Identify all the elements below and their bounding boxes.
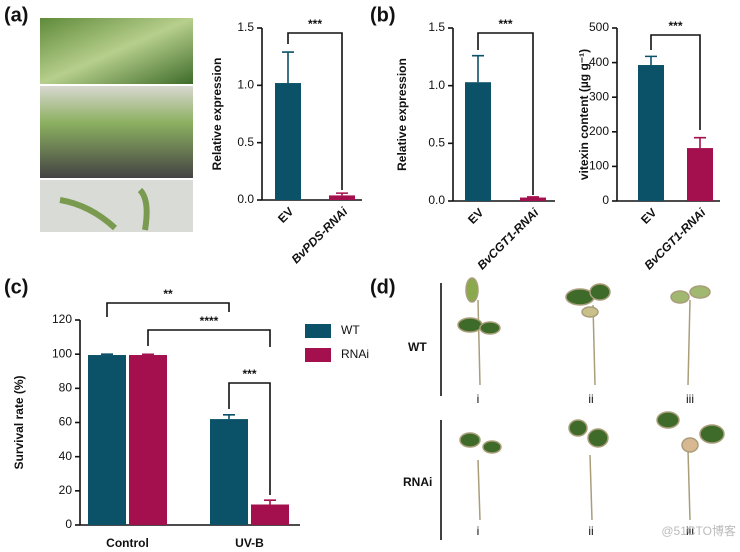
significance-bracket	[477, 32, 534, 195]
watermark: @51CTO博客	[661, 523, 736, 538]
y-axis-label: Relative expression	[395, 58, 409, 171]
y-tick-label: 60	[59, 415, 73, 429]
error-bar	[527, 196, 539, 198]
bar	[88, 355, 126, 525]
bar	[210, 419, 248, 525]
y-axis-label: vitexin content (µg g⁻¹)	[577, 49, 591, 180]
bar	[638, 65, 664, 201]
error-bar	[645, 55, 657, 66]
significance-bracket	[650, 34, 701, 130]
y-axis-label: Survival rate (%)	[12, 375, 26, 469]
error-bar	[472, 54, 484, 83]
legend-label: RNAi	[341, 347, 369, 361]
significance-label: ***	[308, 17, 322, 31]
bar	[465, 82, 491, 201]
legend-label: WT	[341, 323, 360, 337]
y-tick-label: 500	[589, 20, 609, 34]
col-label: iii	[686, 524, 694, 538]
y-tick-label: 1.5	[237, 20, 254, 34]
y-tick-label: 1.5	[428, 20, 445, 34]
col-label: i	[477, 524, 480, 538]
y-tick-label: 1.0	[428, 78, 445, 92]
y-tick-label: 0.0	[428, 193, 445, 207]
x-tick-label: Control	[106, 536, 149, 550]
panel-label: (c)	[4, 276, 28, 298]
significance-bracket	[106, 302, 230, 317]
significance-bracket	[287, 32, 343, 190]
y-tick-label: 0	[602, 193, 609, 207]
bar	[275, 83, 301, 200]
bar	[129, 355, 167, 525]
col-label: iii	[686, 392, 694, 406]
x-tick-label: BvPDS-RNAi	[289, 204, 351, 266]
col-label: i	[477, 392, 480, 406]
y-tick-label: 80	[59, 381, 73, 395]
y-tick-label: 1.0	[237, 78, 254, 92]
plant-sketches	[457, 277, 725, 521]
legend-swatch	[305, 324, 331, 338]
significance-label: **	[163, 287, 173, 301]
y-tick-label: 0.5	[428, 136, 445, 150]
significance-label: ****	[200, 314, 219, 328]
x-tick-label: UV-B	[235, 536, 264, 550]
y-tick-label: 120	[52, 312, 72, 326]
row-label: RNAi	[403, 475, 432, 489]
leaf	[59, 187, 150, 231]
error-bar	[142, 353, 154, 356]
y-tick-label: 300	[589, 89, 609, 103]
y-tick-label: 0.5	[237, 135, 254, 149]
error-bar	[282, 51, 294, 84]
bar	[687, 148, 713, 201]
y-tick-label: 100	[589, 159, 609, 173]
error-bar	[264, 499, 276, 505]
y-tick-label: 0	[65, 517, 72, 531]
bar	[251, 504, 289, 525]
error-bar	[336, 192, 348, 196]
y-tick-label: 0.0	[237, 192, 254, 206]
bar	[520, 197, 546, 201]
col-label: ii	[588, 524, 593, 538]
y-tick-label: 20	[59, 483, 73, 497]
y-tick-label: 400	[589, 55, 609, 69]
error-bar	[101, 353, 113, 356]
significance-label: ***	[498, 17, 512, 31]
y-axis-label: Relative expression	[210, 58, 224, 171]
error-bar	[223, 414, 235, 420]
y-tick-label: 100	[52, 346, 72, 360]
photo	[40, 18, 193, 84]
significance-bracket	[147, 329, 271, 347]
y-tick-label: 200	[589, 124, 609, 138]
error-bar	[694, 136, 706, 149]
legend-swatch	[305, 348, 331, 362]
col-label: ii	[588, 392, 593, 406]
row-label: WT	[408, 340, 427, 354]
panel-label: (b)	[370, 4, 396, 26]
bar	[329, 195, 355, 200]
y-tick-label: 40	[59, 449, 73, 463]
significance-bracket	[228, 382, 271, 495]
panel-label: (d)	[370, 276, 396, 298]
panel-label: (a)	[4, 4, 28, 26]
x-tick-label: EV	[465, 205, 486, 226]
x-tick-label: EV	[275, 204, 296, 225]
photo	[40, 86, 193, 178]
significance-label: ***	[242, 367, 256, 381]
photo	[40, 180, 193, 232]
x-tick-label: EV	[638, 205, 659, 226]
significance-label: ***	[668, 19, 682, 33]
